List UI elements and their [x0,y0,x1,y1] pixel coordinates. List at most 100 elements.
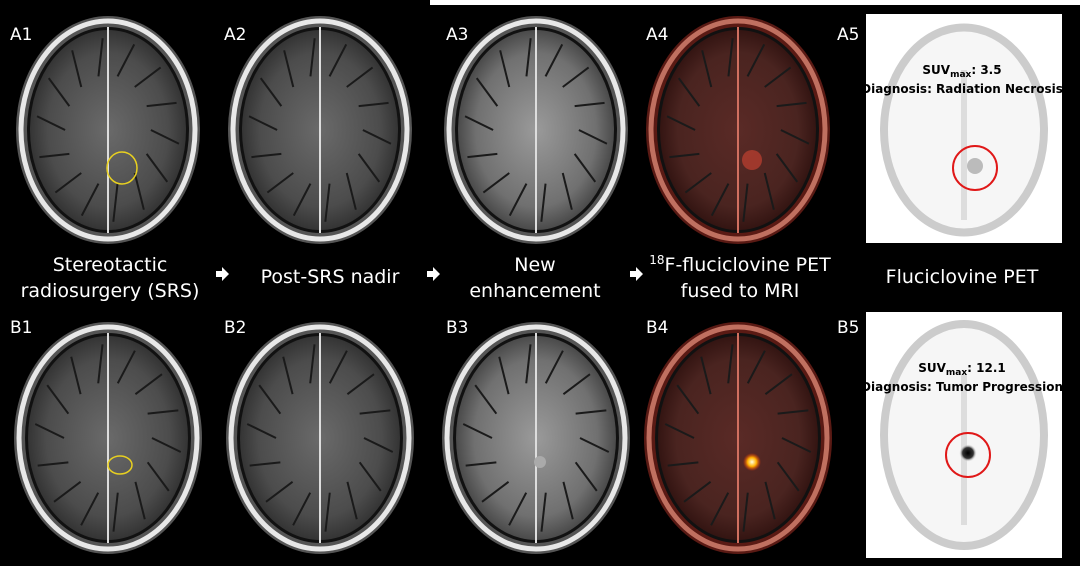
sulcus [151,437,182,453]
sulcus [775,153,799,183]
sulcus [508,492,528,526]
suv-subscript: max [946,368,967,378]
sulcus [508,183,528,217]
suv-value: : 3.5 [971,63,1001,77]
sulcus [282,356,294,395]
sulcus [781,437,812,453]
pet-uptake [967,158,983,174]
skull [228,324,412,552]
sulcus [328,350,348,384]
sulcus [664,423,695,439]
sulcus [467,152,498,159]
caption: radiosurgery (SRS) [21,280,200,302]
panel-label: A4 [646,25,668,45]
sulcus [474,384,498,415]
images [14,14,1062,558]
skull [648,18,828,242]
sulcus [544,43,564,77]
sulcus [667,461,699,467]
sulcus [97,344,104,384]
sulcus [71,50,83,88]
sulcus [112,492,119,532]
skull [444,324,628,552]
lesion [742,150,762,170]
sulcus [701,50,713,88]
sulcus [562,66,590,88]
sulcus [134,66,162,88]
sulcus [574,101,605,108]
sulcus [764,481,776,520]
sulcus [346,66,374,88]
sulcus [39,152,70,159]
caption: F-fluciclovine PET [665,254,832,276]
sulcus [46,384,70,415]
sulcus [498,356,510,395]
skull [646,324,830,552]
sulcus [112,183,119,222]
panel-label: B5 [837,318,859,338]
sulcus [283,50,295,88]
sulcus [710,183,730,217]
sulcus [37,461,69,467]
sulcus [742,183,749,222]
sulcus [345,172,357,210]
sulcus [116,43,136,77]
pet-roi [952,145,998,191]
sulcus [465,461,497,467]
sulcus [574,461,598,492]
caption: fused to MRI [681,280,800,302]
sulcus [540,492,547,532]
panel-label: A2 [224,25,246,45]
sulcus [579,437,610,453]
sulcus [362,129,392,145]
sulcus [146,101,177,108]
sulcus [309,38,316,77]
lesion [743,453,761,471]
sulcus [34,423,65,439]
sulcus [573,153,597,183]
sulcus [324,183,331,222]
sulcus [462,423,493,439]
suv-value: : 12.1 [967,361,1006,375]
caption: New [514,254,555,276]
sulcus [357,153,381,183]
sulcus [676,384,700,415]
sulcus [146,461,170,492]
sulcus [346,481,358,520]
sulcus [358,461,382,492]
sulcus [763,172,775,210]
panel-label: A1 [10,25,32,45]
sulcus [482,172,510,194]
sulcus [742,492,749,532]
sulcus [544,350,564,384]
sulcus [776,461,800,492]
sulcus [97,38,104,77]
sulcus [309,344,316,384]
sulcus [328,43,348,77]
sulcus [669,152,700,159]
sulcus [70,356,82,395]
sulcus [150,129,180,145]
sulcus [248,115,278,131]
lesion [534,456,546,468]
caption: 18F-fluciclovine PET [649,253,831,276]
sulcus [145,153,169,183]
sulcus [47,77,71,107]
sulcus [481,481,510,503]
sulcus [251,152,282,159]
suv-label: SUV [918,361,946,375]
sulcus [246,423,277,439]
sulcus [562,481,574,520]
suv-subscript: max [950,70,971,80]
sulcus [525,344,532,384]
panel-label: A3 [446,25,468,45]
sulcus [700,356,712,395]
sulcus [684,172,712,194]
arrow [630,267,643,281]
skull [18,18,198,242]
sulcus [777,409,809,415]
sulcus [258,384,282,415]
sulcus [727,344,734,384]
sulcus [746,43,766,77]
